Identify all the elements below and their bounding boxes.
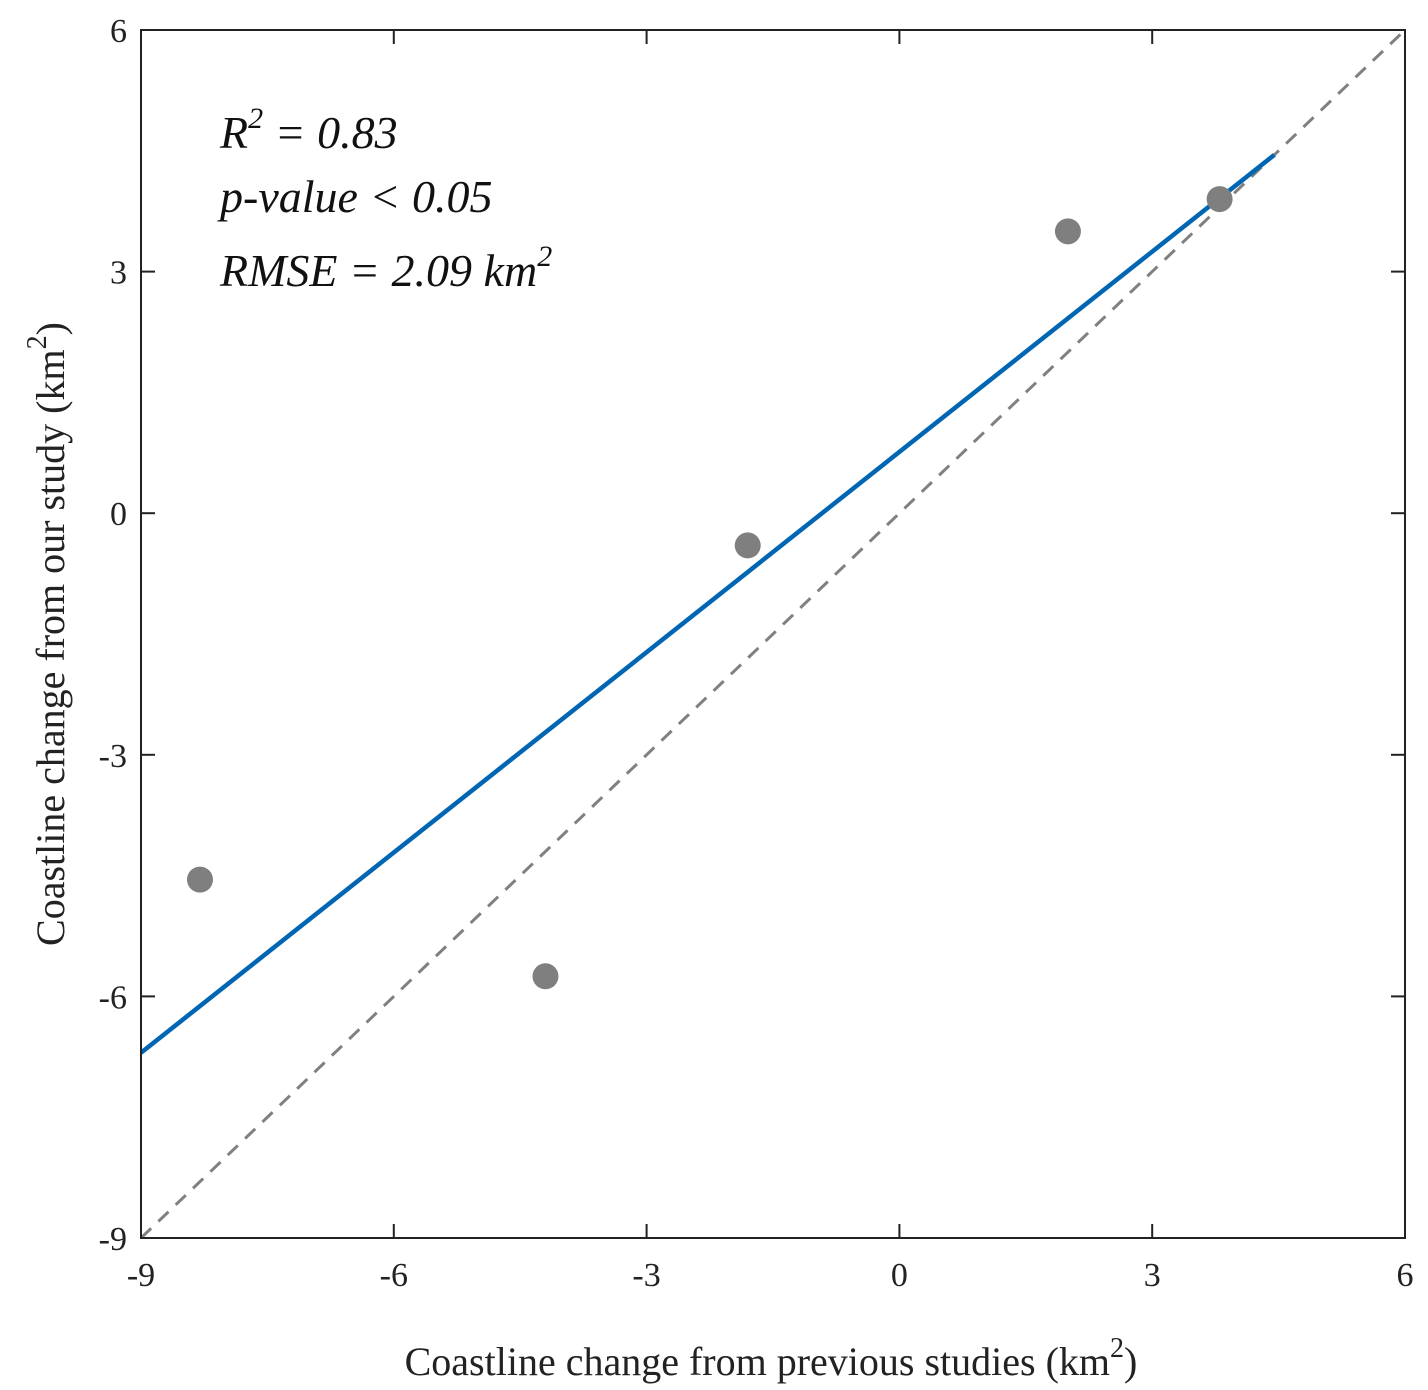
data-point — [734, 532, 761, 559]
x-axis-title: Coastline change from previous studies (… — [405, 1333, 1138, 1384]
x-tick-label: -9 — [127, 1257, 155, 1294]
y-tick-label: -9 — [99, 1221, 127, 1258]
x-tick-label: 3 — [1144, 1257, 1161, 1294]
regression-line — [139, 153, 1276, 1055]
rmse-annotation: RMSE = 2.09 km2 — [219, 240, 552, 296]
data-point — [186, 866, 213, 893]
plot-frame — [140, 29, 1406, 1239]
y-axis-title: Coastline change from our study (km2) — [22, 322, 73, 946]
plot-area: -9 -6 -3 0 3 6 -9 -6 -3 0 3 6 — [99, 13, 1414, 1294]
y-tick-label: 6 — [110, 13, 127, 50]
x-tick-label: -3 — [632, 1257, 660, 1294]
y-tick-label: -6 — [99, 979, 127, 1016]
x-tick-label: 6 — [1397, 1257, 1414, 1294]
x-tick-label: 0 — [891, 1257, 908, 1294]
x-tick-label: -6 — [380, 1257, 408, 1294]
data-point — [1054, 218, 1081, 245]
data-point — [1206, 186, 1233, 213]
r-squared-annotation: R2 = 0.83 — [219, 102, 398, 158]
y-tick-label: 3 — [110, 255, 127, 292]
y-tick-label: -3 — [99, 738, 127, 775]
p-value-annotation: p-value < 0.05 — [217, 171, 492, 222]
identity-line — [139, 28, 1407, 1240]
y-tick-label: 0 — [110, 496, 127, 533]
data-point — [532, 963, 559, 990]
